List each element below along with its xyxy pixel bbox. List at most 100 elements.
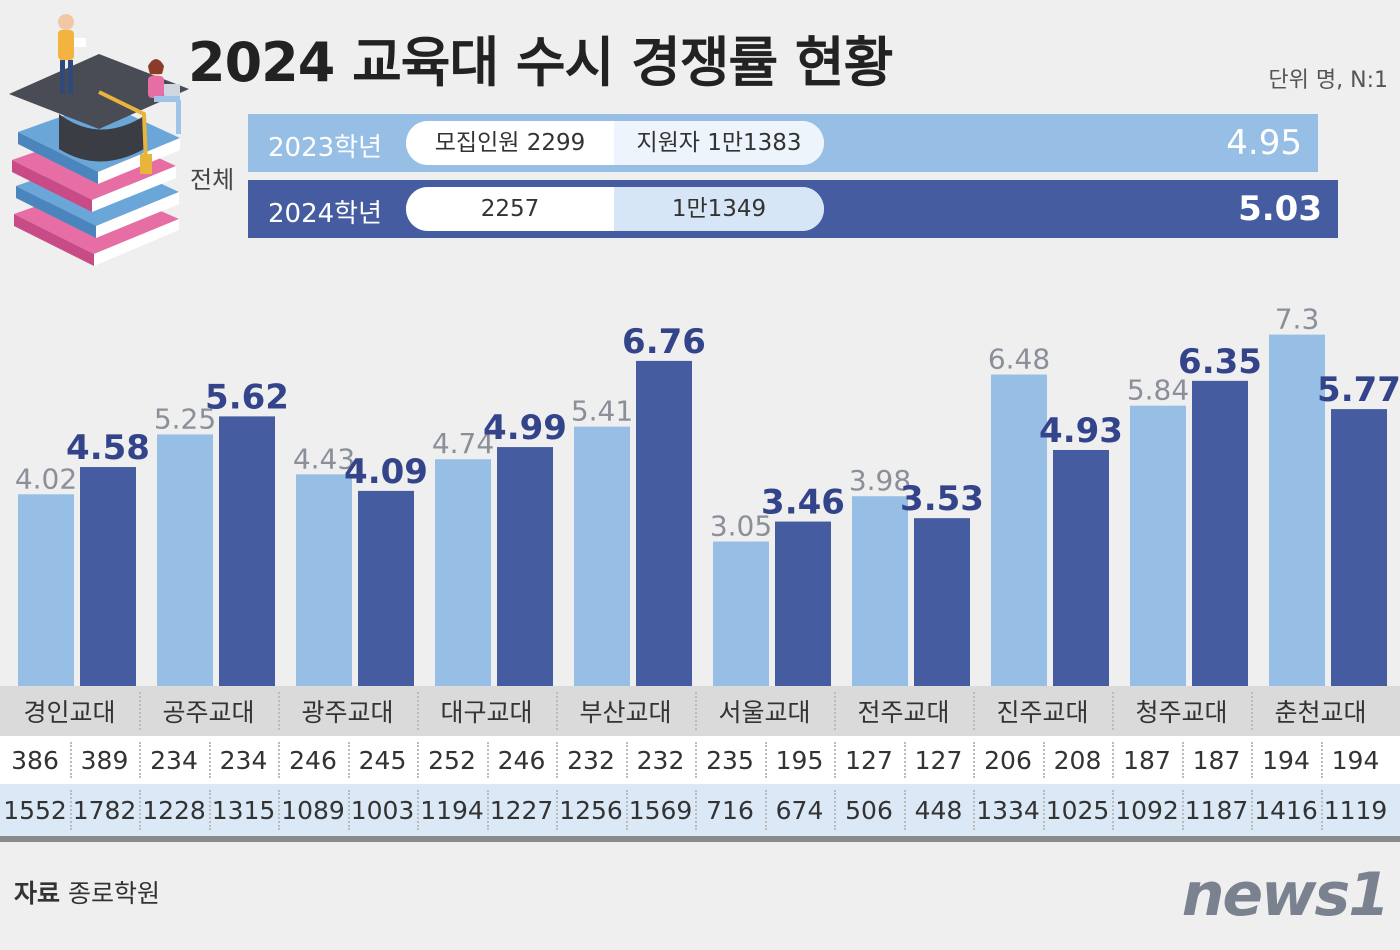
- value-label-2023-2: 4.43: [293, 442, 355, 475]
- value-label-2024-5: 3.46: [761, 483, 845, 523]
- recruit-2023: 127: [845, 745, 893, 775]
- recruit-2023: 235: [706, 745, 754, 775]
- bar-2024-8: [1192, 380, 1248, 690]
- total-recruit: 모집인원 2299: [406, 121, 614, 165]
- value-label-2024-3: 4.99: [483, 408, 567, 448]
- university-name: 부산교대: [579, 698, 672, 727]
- column-separator: [278, 742, 280, 778]
- column-separator: [556, 790, 558, 830]
- recruit-2024: 234: [219, 745, 268, 775]
- page-title: 2024 교육대 수시 경쟁률 현황: [188, 31, 893, 94]
- bar-2024-0: [80, 467, 136, 690]
- applicants-2024: 1003: [350, 795, 415, 825]
- table-recruit-row: 386 389 234 234 246 245 252 246 232 232 235 195 127 1…: [0, 736, 1400, 784]
- applicants-2024: 1315: [211, 795, 276, 825]
- bar-2023-0: [18, 494, 74, 690]
- university-name: 광주교대: [301, 698, 394, 727]
- column-separator: [765, 790, 767, 830]
- value-label-2023-0: 4.02: [15, 462, 77, 495]
- column-separator: [209, 790, 211, 830]
- university-name: 춘천교대: [1274, 698, 1367, 727]
- recruit-2024: 127: [914, 745, 963, 775]
- column-separator: [904, 790, 906, 830]
- bar-2024-1: [219, 416, 275, 690]
- table-applicant-row: 1552 1782 1228 1315 1089 1003 1194 1227 1256 1569…: [0, 784, 1400, 836]
- recruit-2023: 206: [984, 745, 1032, 775]
- bar-chart: 4.024.585.255.624.434.094.744.99 5.41 6.76…: [15, 303, 1400, 690]
- news1-logo: news1: [1181, 860, 1390, 930]
- column-separator: [1321, 790, 1323, 830]
- column-separator: [70, 790, 72, 830]
- value-label-2024-4: 6.76: [622, 322, 706, 362]
- column-separator: [695, 742, 697, 778]
- bar-2023-2: [296, 474, 352, 690]
- value-label-2023-3: 4.74: [432, 427, 494, 460]
- recruit-2024: 389: [80, 745, 129, 775]
- value-label-2023-7: 6.48: [988, 343, 1050, 376]
- total-counts-pill: 2257 1만1349: [406, 187, 824, 231]
- total-ratio: 5.03: [1238, 189, 1322, 229]
- value-label-2024-9: 5.77: [1317, 370, 1400, 410]
- column-separator: [695, 692, 697, 730]
- applicants-2023: 1228: [142, 795, 206, 825]
- applicants-2023: 1092: [1115, 795, 1179, 825]
- column-separator: [487, 742, 489, 778]
- applicants-2023: 1256: [559, 795, 623, 825]
- column-separator: [1251, 790, 1253, 830]
- column-separator: [973, 742, 975, 778]
- column-separator: [973, 790, 975, 830]
- university-name: 진주교대: [996, 698, 1089, 727]
- recruit-2024: 208: [1053, 745, 1102, 775]
- university-name: 전주교대: [857, 698, 950, 727]
- bar-2023-4: [574, 426, 630, 690]
- value-label-2024-7: 4.93: [1039, 411, 1123, 451]
- applicants-2023: 1194: [420, 795, 484, 825]
- column-separator: [139, 742, 141, 778]
- bar-2024-6: [914, 518, 970, 690]
- total-applicants: 지원자 1만1383: [614, 121, 824, 165]
- university-name: 서울교대: [718, 698, 811, 727]
- column-separator: [417, 790, 419, 830]
- applicants-2024: 674: [775, 795, 824, 825]
- recruit-2024: 246: [497, 745, 546, 775]
- column-separator: [139, 790, 141, 830]
- bar-2024-9: [1331, 409, 1387, 690]
- column-separator: [765, 742, 767, 778]
- recruit-2024: 245: [358, 745, 407, 775]
- value-label-2023-4: 5.41: [571, 395, 633, 428]
- column-separator: [626, 790, 628, 830]
- column-separator: [209, 742, 211, 778]
- column-separator: [70, 742, 72, 778]
- value-label-2023-1: 5.25: [154, 402, 216, 435]
- column-separator: [626, 742, 628, 778]
- applicants-2023: 1416: [1254, 795, 1318, 825]
- column-separator: [556, 692, 558, 730]
- column-separator: [1251, 692, 1253, 730]
- applicants-2024: 1187: [1184, 795, 1249, 825]
- university-name: 청주교대: [1135, 698, 1228, 727]
- value-label-2024-2: 4.09: [344, 452, 428, 492]
- column-separator: [904, 742, 906, 778]
- recruit-2023: 234: [150, 745, 198, 775]
- recruit-2023: 187: [1123, 745, 1171, 775]
- column-separator: [139, 692, 141, 730]
- column-separator: [417, 742, 419, 778]
- value-label-2023-5: 3.05: [710, 510, 772, 543]
- source-label: 자료: [14, 879, 61, 908]
- value-label-2024-0: 4.58: [66, 428, 150, 468]
- bar-2024-3: [497, 447, 553, 690]
- bar-2023-1: [157, 434, 213, 690]
- applicants-2024: 1569: [628, 795, 693, 825]
- total-row-2023: 2023학년 모집인원 2299 지원자 1만1383 4.95: [248, 114, 1318, 172]
- total-year-label: 2024학년: [268, 199, 383, 229]
- total-year-label: 2023학년: [268, 133, 383, 163]
- university-name: 대구교대: [440, 698, 533, 727]
- applicants-2024: 1227: [489, 795, 554, 825]
- column-separator: [348, 742, 350, 778]
- column-separator: [556, 742, 558, 778]
- column-separator: [278, 692, 280, 730]
- column-separator: [834, 790, 836, 830]
- graduation-cap-icon: [9, 54, 189, 174]
- bar-2024-5: [775, 521, 831, 690]
